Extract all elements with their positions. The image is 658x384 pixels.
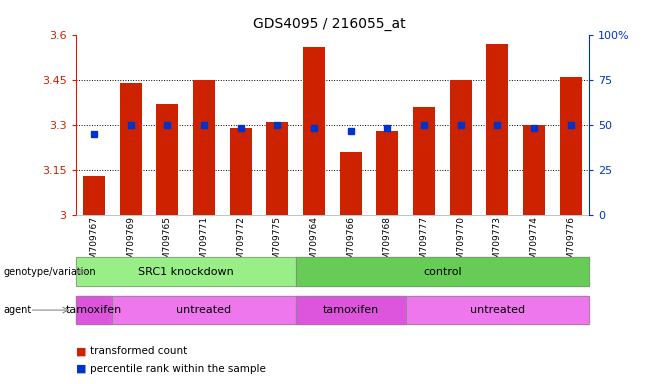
Bar xyxy=(303,46,325,215)
Text: genotype/variation: genotype/variation xyxy=(3,266,96,277)
Text: SRC1 knockdown: SRC1 knockdown xyxy=(138,266,234,277)
Bar xyxy=(83,176,105,215)
Bar xyxy=(193,80,215,215)
Text: ■: ■ xyxy=(76,364,86,374)
Text: ■: ■ xyxy=(76,346,86,356)
Text: tamoxifen: tamoxifen xyxy=(66,305,122,315)
Text: tamoxifen: tamoxifen xyxy=(322,305,379,315)
Bar xyxy=(413,107,435,215)
Text: untreated: untreated xyxy=(470,305,525,315)
Bar xyxy=(340,152,362,215)
Bar xyxy=(486,44,508,215)
Text: agent: agent xyxy=(3,305,32,315)
Bar xyxy=(120,83,141,215)
Text: control: control xyxy=(423,266,461,277)
Text: GDS4095 / 216055_at: GDS4095 / 216055_at xyxy=(253,17,405,31)
Bar xyxy=(157,104,178,215)
Bar xyxy=(376,131,398,215)
Bar xyxy=(230,128,251,215)
Text: percentile rank within the sample: percentile rank within the sample xyxy=(90,364,266,374)
Bar xyxy=(266,122,288,215)
Text: untreated: untreated xyxy=(176,305,232,315)
Text: transformed count: transformed count xyxy=(90,346,188,356)
Bar xyxy=(523,125,545,215)
Bar xyxy=(559,77,582,215)
Bar xyxy=(449,80,472,215)
